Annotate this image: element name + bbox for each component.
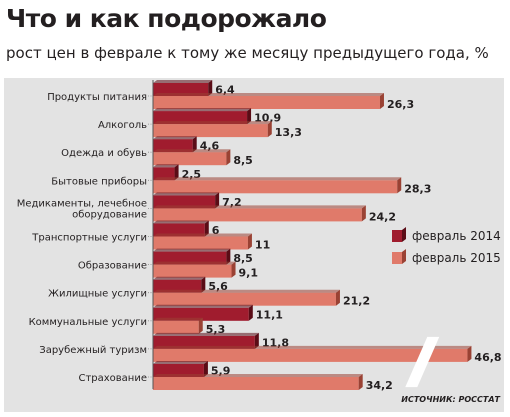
value-label-feb2015: 21,2 (343, 295, 370, 308)
category-label: Коммунальные услуги (29, 317, 147, 328)
category-label: Страхование (78, 373, 147, 384)
legend-label: февраль 2015 (412, 251, 501, 265)
category-label: Медикаменты, лечебное (17, 198, 147, 209)
bar-feb2015 (153, 374, 363, 390)
bar-feb2015 (153, 121, 272, 138)
value-label-feb2015: 24,2 (369, 210, 396, 223)
legend-item (392, 227, 406, 242)
bar-feb2014 (153, 136, 197, 153)
bar-feb2014 (153, 80, 213, 96)
value-label-feb2014: 6 (212, 224, 220, 237)
bar-feb2014 (153, 361, 208, 377)
chart-title: Что и как подорожало (6, 4, 327, 33)
bar-feb2014 (153, 248, 231, 265)
bar-feb2014 (153, 304, 253, 321)
source-note: ИСТОЧНИК: РОССТАТ (401, 395, 500, 404)
bar-feb2015 (153, 233, 252, 250)
value-label-feb2015: 13,3 (275, 126, 302, 139)
bar-feb2014 (153, 192, 220, 209)
legend-label: февраль 2014 (412, 229, 501, 243)
bar-feb2014 (153, 276, 206, 293)
value-label-feb2015: 8,5 (233, 154, 253, 167)
bar-feb2015 (153, 177, 402, 194)
category-label: Транспортные услуги (31, 233, 147, 244)
bar-feb2014 (153, 332, 259, 349)
value-label-feb2015: 28,3 (404, 182, 431, 195)
category-label: оборудование (72, 209, 147, 220)
value-label-feb2014: 8,5 (233, 252, 253, 265)
bar-feb2014 (153, 220, 209, 237)
value-label-feb2015: 46,8 (474, 351, 501, 364)
chart-subtitle: рост цен в феврале к тому же месяцу пред… (6, 44, 489, 62)
bar-feb2014 (153, 164, 179, 181)
category-label: Одежда и обувь (61, 148, 147, 159)
value-label-feb2015: 34,2 (366, 379, 393, 392)
value-label-feb2015: 5,3 (206, 323, 226, 336)
category-label: Алкоголь (98, 120, 147, 131)
value-label-feb2015: 9,1 (239, 267, 259, 280)
category-label: Бытовые приборы (51, 176, 147, 187)
category-label: Продукты питания (47, 92, 147, 103)
bar-feb2015 (153, 345, 472, 362)
bar-feb2015 (153, 261, 236, 278)
category-label: Образование (78, 261, 147, 272)
value-label-feb2015: 26,3 (387, 98, 414, 111)
bar-feb2015 (153, 205, 366, 222)
bar-feb2015 (153, 93, 384, 109)
category-label: Жилищные услуги (48, 289, 147, 300)
category-label: Зарубежный туризм (39, 345, 147, 356)
bar-feb2015 (153, 289, 340, 306)
bar-feb2014 (153, 108, 252, 125)
axis-break (405, 336, 440, 388)
value-label-feb2015: 11 (255, 239, 270, 252)
value-label-feb2014: 11,1 (256, 308, 283, 321)
bar-feb2015 (153, 149, 231, 166)
legend-item (392, 249, 406, 264)
bar-feb2015 (153, 317, 203, 334)
